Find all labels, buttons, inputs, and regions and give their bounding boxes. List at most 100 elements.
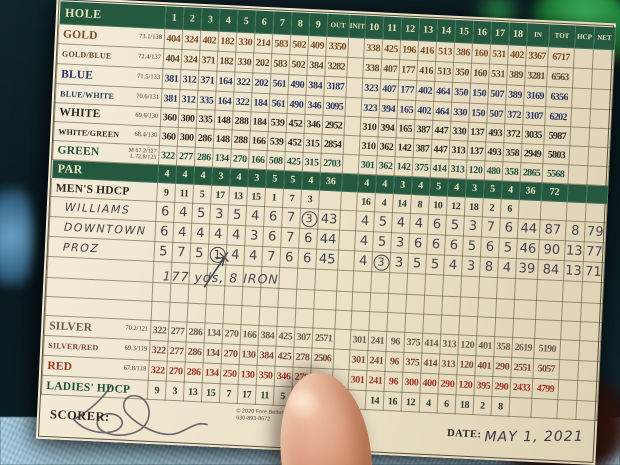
total-yardage: 5057 xyxy=(532,358,560,380)
empty-cell xyxy=(495,298,515,319)
par-cell: 5 xyxy=(429,177,449,197)
total-yardage: 6563 xyxy=(546,66,574,88)
yardage-cell: 358 xyxy=(502,161,521,182)
score-cell: 5 xyxy=(445,215,465,236)
net-cell xyxy=(588,127,611,148)
yardage-cell: 330 xyxy=(235,32,255,53)
yardage-cell: 165 xyxy=(395,118,415,139)
circled-score: 3 xyxy=(300,210,318,228)
hcp-cell xyxy=(573,47,594,69)
yardage-cell: 322 xyxy=(233,92,252,112)
hcp-cell xyxy=(572,67,593,89)
yardage-cell: 288 xyxy=(232,110,252,131)
total-score: 90 xyxy=(538,239,566,261)
score-cell: 7 xyxy=(261,246,281,268)
empty-cell xyxy=(442,275,462,297)
empty-cell xyxy=(313,290,337,311)
score-cell: 6 xyxy=(480,236,500,258)
yardage-cell: 300 xyxy=(177,127,197,148)
out-score: 43 xyxy=(317,209,341,231)
yardage-cell: 134 xyxy=(203,342,223,364)
total-yardage: 4799 xyxy=(531,378,559,400)
net-cell xyxy=(587,146,610,167)
hdcp-cell: 15 xyxy=(246,186,266,207)
out-total: 2571 xyxy=(311,327,335,350)
score-cell: 6 xyxy=(263,206,283,228)
hcp-cell xyxy=(559,339,580,361)
yardage-cell: 300 xyxy=(178,108,198,129)
yardage-cell: 375 xyxy=(412,157,432,178)
hole-number: 5 xyxy=(236,9,256,33)
yardage-cell: 394 xyxy=(377,117,397,138)
yardage-cell: 322 xyxy=(149,340,169,362)
score-cell: 3 xyxy=(244,225,264,247)
hcp-cell xyxy=(567,164,588,185)
empty-cell xyxy=(388,272,408,295)
init-cell xyxy=(333,329,351,350)
net-score: 79 xyxy=(584,221,607,243)
init-cell xyxy=(339,210,357,231)
empty-cell xyxy=(151,282,171,303)
yardage-cell: 286 xyxy=(184,362,204,383)
tee-name: GOLD xyxy=(62,27,98,42)
empty-cell xyxy=(294,308,314,328)
empty-cell xyxy=(460,275,480,298)
in-total: 2433 xyxy=(509,377,533,399)
empty-cell xyxy=(386,312,406,333)
empty-cell xyxy=(458,315,478,336)
hdcp-cell: 12 xyxy=(401,392,420,413)
empty-cell xyxy=(351,291,371,312)
yardage-cell: 278 xyxy=(293,347,312,368)
out-total: 2703 xyxy=(320,153,344,174)
yardage-cell: 346 xyxy=(274,366,294,388)
tee-rating: M 67.2/127 L 72.8/125 xyxy=(128,147,157,161)
yardage-cell: 324 xyxy=(180,49,200,71)
empty-cell xyxy=(296,268,316,291)
yardage-cell: 120 xyxy=(457,334,477,356)
tee-rating: 70.6/131 xyxy=(136,92,160,101)
tee-rating: 72.4/137 xyxy=(137,53,162,62)
yardage-cell: 335 xyxy=(197,90,216,111)
yardage-cell: 447 xyxy=(431,120,451,141)
tee-name: SILVER xyxy=(48,319,93,334)
hdcp-cell: 8 xyxy=(490,396,510,417)
score-cell: 6 xyxy=(408,233,428,255)
yardage-cell: 286 xyxy=(185,342,205,363)
yardage-cell: 270 xyxy=(221,343,241,365)
hole-number: 16 xyxy=(472,20,492,45)
yardage-cell: 350 xyxy=(256,365,276,387)
hdcp-cell: 1 xyxy=(264,187,284,208)
empty-cell xyxy=(404,313,424,334)
hdcp-cell: 4 xyxy=(419,393,438,413)
par-cell: 4 xyxy=(447,178,467,198)
out-total: 3187 xyxy=(323,76,347,98)
yardage-cell: 358 xyxy=(502,142,522,163)
thumb-nail-highlight xyxy=(287,386,320,423)
yardage-cell: 312 xyxy=(179,89,198,110)
yardage-cell: 508 xyxy=(266,150,286,171)
yardage-cell: 96 xyxy=(384,371,403,393)
score-cell: 4 xyxy=(409,213,429,235)
yardage-cell: 480 xyxy=(484,160,503,181)
yardage-cell: 134 xyxy=(212,148,232,168)
empty-cell xyxy=(459,296,479,317)
hole-number: 1 xyxy=(164,5,184,30)
scorer-signature xyxy=(72,384,208,436)
out-total: 3282 xyxy=(324,56,348,78)
date-label: DATE: xyxy=(446,427,482,441)
yardage-cell: 315 xyxy=(303,133,323,154)
yardage-cell: 425 xyxy=(381,38,401,60)
in-total: 3281 xyxy=(524,65,548,87)
yardage-cell: 490 xyxy=(287,74,307,96)
hdcp-cell: 9 xyxy=(156,182,176,203)
out-total: 2506 xyxy=(311,347,334,369)
yardage-cell: 166 xyxy=(248,149,268,170)
hole-number: 11 xyxy=(382,15,402,40)
par-cell: 4 xyxy=(157,164,177,184)
yardage-cell: 184 xyxy=(251,92,270,113)
yardage-cell: 288 xyxy=(231,129,251,150)
yardage-cell: 414 xyxy=(420,353,440,374)
score-cell: 5 xyxy=(373,211,393,233)
hole-number: 17 xyxy=(490,21,510,45)
yardage-cell: 362 xyxy=(377,136,396,157)
